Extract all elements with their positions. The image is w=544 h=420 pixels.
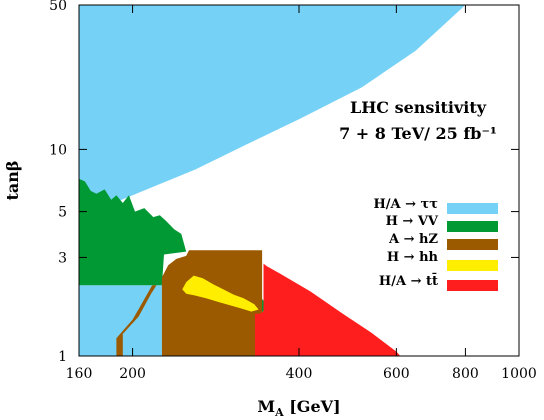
y-tick-label: 5 [58,205,67,221]
legend-swatch-0 [447,203,498,214]
y-axis-title: tanβ [3,160,22,200]
y-tick-label: 1 [58,349,67,365]
x-tick-label: 400 [286,366,313,382]
region-series-2-1 [116,285,157,356]
legend-swatch-3 [447,260,498,271]
legend-label-1: H → VV [386,214,439,229]
region-series-2-0 [161,250,263,356]
x-tick-label: 1000 [501,366,537,382]
legend-label-3: H → hh [387,250,439,265]
region-series-0-0 [79,5,466,220]
legend: H/A → ττ H → VV A → hZ H → hh H/A → tt̄ [373,197,498,291]
x-tick-label: 200 [119,366,146,382]
y-tick-label: 50 [49,0,67,14]
legend-swatch-4 [447,280,498,291]
region-series-1-0 [79,178,187,286]
region-series-0-1 [79,285,162,356]
x-tick-label: 800 [452,366,479,382]
x-tick-label: 160 [66,366,93,382]
x-axis-title: MA [GeV] [257,397,340,419]
ticks-layer: 160 200 400 600 800 1000 1 3 5 10 50 [49,0,537,382]
region-series-3-0 [182,275,259,312]
region-series-4-0 [255,263,401,356]
legend-label-4: H/A → tt̄ [379,272,438,289]
legend-swatch-2 [447,239,498,250]
y-tick-label: 3 [58,250,67,266]
annotation-line-2: 7 + 8 TeV/ 25 fb⁻¹ [339,124,497,143]
regions-layer [79,5,466,356]
legend-label-2: A → hZ [388,232,438,247]
x-tick-label: 600 [383,366,410,382]
annotation-line-1: LHC sensitivity [350,98,487,117]
legend-swatch-1 [447,221,498,232]
y-tick-label: 10 [49,142,67,158]
legend-label-0: H/A → ττ [373,197,438,212]
